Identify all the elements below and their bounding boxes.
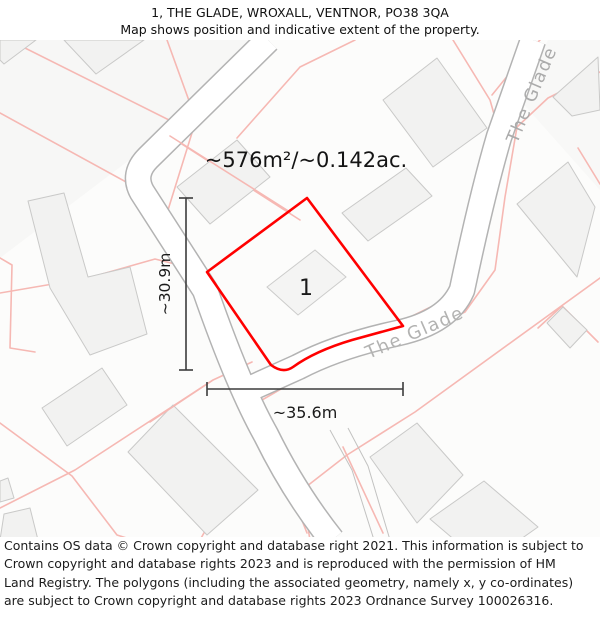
parcel-lines-over: [149, 135, 291, 423]
building-southwest: [41, 367, 128, 447]
area-label: ~576m²/~0.142ac.: [205, 148, 407, 172]
building-l-shaped-west: [27, 192, 148, 356]
page-title: 1, THE GLADE, WROXALL, VENTNOR, PO38 3QA: [151, 5, 449, 20]
building-south-long: [127, 404, 259, 536]
plot-number-label: 1: [299, 276, 313, 301]
building-east: [516, 161, 596, 278]
building-east-small: [546, 306, 588, 349]
dimension-horizontal: [206, 382, 404, 396]
dimension-vertical: [179, 197, 193, 371]
header: 1, THE GLADE, WROXALL, VENTNOR, PO38 3QA…: [0, 4, 600, 38]
dimension-vertical-label: ~30.9m: [156, 253, 174, 316]
plot-outline: [205, 196, 405, 372]
map-svg: The Glade The Glade ~576m²/~0.142ac. 1 ~…: [0, 30, 600, 566]
driveway-edge-left: [329, 429, 375, 541]
roads: [124, 30, 546, 549]
page-subtitle: Map shows position and indicative extent…: [120, 22, 480, 37]
dimension-horizontal-label: ~35.6m: [273, 403, 338, 422]
buildings: [0, 39, 600, 566]
copyright-notice: Contains OS data © Crown copyright and d…: [4, 538, 584, 609]
map-container: The Glade The Glade ~576m²/~0.142ac. 1 ~…: [0, 30, 600, 566]
building-southeast: [369, 422, 464, 524]
building-northwest: [176, 139, 271, 225]
road-the-glade-fill: [242, 36, 545, 401]
road-west-fill: [126, 31, 342, 548]
building-north-large: [382, 57, 488, 168]
plot-house: [266, 249, 347, 316]
building-northeast-mid: [341, 167, 433, 242]
driveway-edge-right: [347, 427, 391, 541]
